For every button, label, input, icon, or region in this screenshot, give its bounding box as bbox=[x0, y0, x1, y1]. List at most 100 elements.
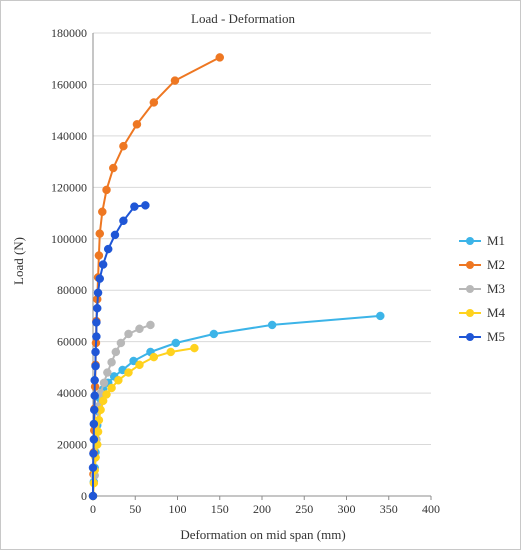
data-point-m1 bbox=[376, 311, 385, 321]
data-point-m5 bbox=[89, 449, 98, 458]
x-tick-label: 300 bbox=[338, 502, 356, 516]
legend-marker bbox=[466, 237, 474, 245]
data-point-m5 bbox=[93, 288, 103, 298]
series-m5 bbox=[88, 201, 150, 501]
x-tick-label: 250 bbox=[295, 502, 313, 516]
data-point-m5 bbox=[91, 361, 100, 371]
chart-title: Load - Deformation bbox=[191, 11, 295, 26]
data-point-m5 bbox=[92, 332, 101, 341]
series-m4 bbox=[88, 343, 199, 501]
legend-item-m4: M4 bbox=[459, 305, 506, 320]
x-tick-label: 0 bbox=[90, 502, 96, 516]
legend-item-m1: M1 bbox=[459, 233, 505, 248]
data-point-m2 bbox=[94, 251, 104, 260]
data-point-m3 bbox=[111, 347, 121, 357]
data-point-m2 bbox=[98, 207, 107, 217]
y-tick-label: 80000 bbox=[57, 283, 87, 297]
x-tick-label: 400 bbox=[422, 502, 440, 516]
y-tick-label: 120000 bbox=[51, 180, 87, 194]
y-tick-label: 0 bbox=[81, 489, 87, 503]
data-point-m2 bbox=[132, 120, 142, 129]
legend: M1 M2 M3 M4 M5 bbox=[459, 233, 506, 344]
y-tick-label: 100000 bbox=[51, 232, 87, 246]
legend-marker bbox=[466, 261, 474, 269]
data-point-m4 bbox=[102, 390, 111, 399]
y-axis-ticks: 0 20000 40000 60000 80000 100000 120000 140000 1… bbox=[51, 26, 87, 503]
x-tick-label: 100 bbox=[169, 502, 187, 516]
data-point-m5 bbox=[88, 463, 98, 472]
data-point-m1 bbox=[267, 320, 277, 330]
data-point-m1 bbox=[209, 329, 219, 339]
legend-label: M3 bbox=[487, 281, 505, 296]
data-point-m5 bbox=[92, 318, 101, 327]
data-point-m2 bbox=[149, 98, 159, 107]
x-tick-label: 150 bbox=[211, 502, 229, 516]
legend-item-m5: M5 bbox=[459, 329, 505, 344]
y-tick-label: 140000 bbox=[51, 129, 87, 143]
data-point-m2 bbox=[102, 185, 111, 195]
data-point-m5 bbox=[110, 230, 120, 240]
legend-marker bbox=[466, 333, 474, 341]
data-point-m4 bbox=[166, 347, 175, 357]
data-point-m3 bbox=[99, 378, 109, 388]
data-point-m5 bbox=[89, 435, 99, 444]
axes bbox=[92, 33, 431, 497]
x-tick-label: 200 bbox=[253, 502, 271, 516]
data-point-m4 bbox=[149, 352, 159, 362]
y-tick-label: 60000 bbox=[57, 335, 87, 349]
series-line-m2 bbox=[92, 56, 221, 497]
data-point-m3 bbox=[146, 320, 155, 330]
data-point-m2 bbox=[170, 76, 180, 85]
legend-label: M4 bbox=[487, 305, 506, 320]
x-axis-label: Deformation on mid span (mm) bbox=[180, 527, 345, 542]
data-point-m2 bbox=[119, 141, 128, 151]
data-point-m2 bbox=[109, 163, 118, 173]
data-point-m3 bbox=[116, 338, 126, 348]
data-point-m3 bbox=[107, 357, 116, 367]
series-m1 bbox=[88, 311, 385, 501]
data-point-m5 bbox=[90, 405, 99, 415]
data-point-m5 bbox=[103, 244, 113, 254]
legend-label: M5 bbox=[487, 329, 505, 344]
data-point-m5 bbox=[88, 491, 98, 501]
data-point-m4 bbox=[107, 383, 116, 393]
data-point-m5 bbox=[91, 347, 100, 357]
data-point-m5 bbox=[130, 202, 139, 211]
data-point-m3 bbox=[135, 324, 144, 334]
x-tick-label: 50 bbox=[129, 502, 141, 516]
data-point-m1 bbox=[129, 356, 138, 366]
data-point-m5 bbox=[92, 303, 102, 313]
gridlines bbox=[93, 32, 431, 446]
data-series bbox=[88, 53, 385, 501]
data-point-m5 bbox=[141, 201, 150, 210]
data-point-m4 bbox=[190, 343, 199, 353]
data-point-m3 bbox=[124, 329, 133, 339]
data-point-m4 bbox=[135, 360, 144, 370]
data-point-m5 bbox=[95, 274, 105, 283]
x-tick-label: 350 bbox=[380, 502, 398, 516]
data-point-m2 bbox=[95, 229, 105, 238]
data-point-m2 bbox=[215, 53, 224, 62]
data-point-m5 bbox=[90, 391, 99, 400]
y-tick-label: 160000 bbox=[51, 77, 87, 91]
legend-marker bbox=[466, 285, 474, 293]
y-axis-label: Load (N) bbox=[11, 237, 26, 285]
y-tick-label: 40000 bbox=[57, 386, 87, 400]
x-axis-ticks: 0 50 100 150 200 250 300 350 400 bbox=[90, 496, 440, 516]
y-tick-label: 20000 bbox=[57, 438, 87, 452]
data-point-m4 bbox=[114, 376, 123, 385]
data-point-m5 bbox=[90, 376, 99, 385]
legend-item-m3: M3 bbox=[459, 281, 505, 296]
data-point-m5 bbox=[98, 260, 108, 269]
series-m2 bbox=[88, 53, 224, 501]
y-tick-label: 180000 bbox=[51, 26, 87, 40]
data-point-m4 bbox=[124, 368, 133, 377]
legend-label: M2 bbox=[487, 257, 505, 272]
data-point-m5 bbox=[119, 216, 128, 226]
legend-label: M1 bbox=[487, 233, 505, 248]
series-line-m1 bbox=[92, 314, 381, 497]
data-point-m4 bbox=[93, 427, 103, 436]
data-point-m1 bbox=[171, 338, 181, 348]
